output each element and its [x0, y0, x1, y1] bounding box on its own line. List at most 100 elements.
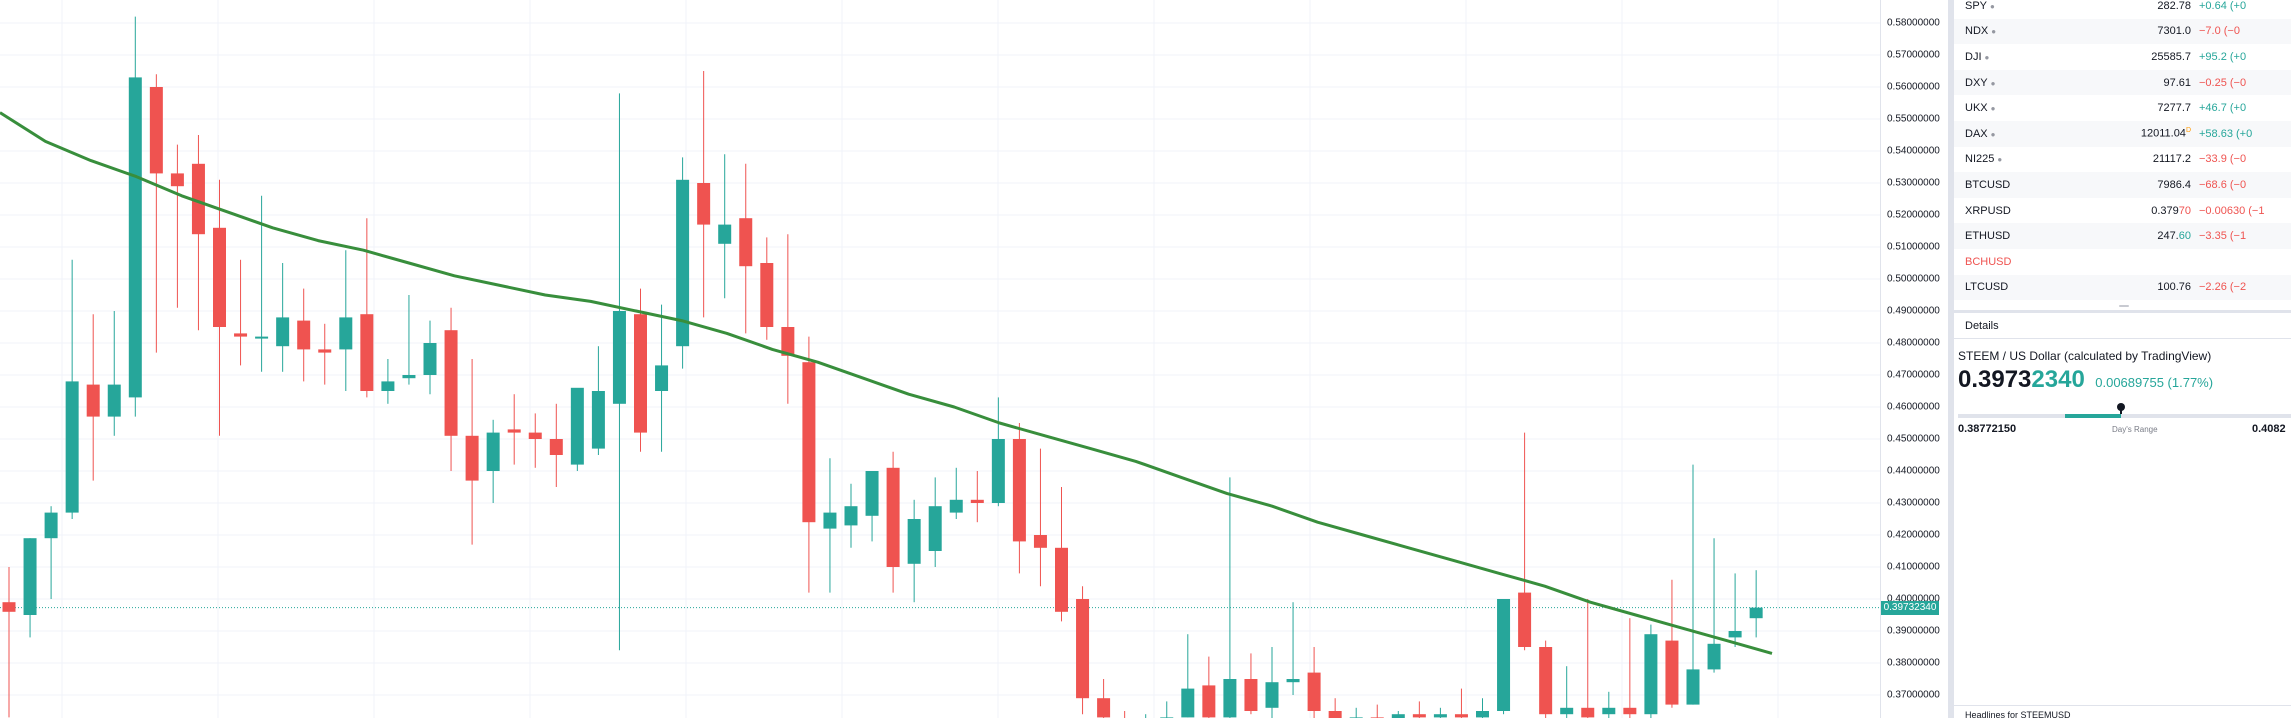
- candle-body: [1391, 714, 1405, 718]
- candle-body: [1581, 707, 1595, 718]
- candle: [1497, 599, 1511, 715]
- candle: [44, 506, 58, 599]
- watchlist-scrollbar[interactable]: [2119, 305, 2129, 307]
- candle: [760, 237, 774, 340]
- watchlist-row[interactable]: NI225 ● 21117.2 −33.9 (−0: [1954, 147, 2291, 173]
- candle-body: [549, 439, 563, 455]
- watchlist-change: −33.9 (−0: [2199, 153, 2247, 166]
- candle: [781, 234, 795, 404]
- watchlist-symbol: NDX ●: [1965, 25, 1996, 37]
- watchlist-symbol-text: NDX: [1965, 25, 1989, 38]
- watchlist-row[interactable]: SPY ● 282.78 +0.64 (+0: [1954, 0, 2291, 19]
- candle-body: [1307, 672, 1321, 711]
- days-range-label: Day's Range: [2112, 425, 2158, 434]
- candle: [676, 157, 690, 369]
- watchlist-symbol-text: UKX: [1965, 102, 1988, 115]
- candle-body: [465, 435, 479, 481]
- panel-divider[interactable]: [1954, 310, 2291, 313]
- price-tick-label: 0.44000000: [1887, 465, 1940, 477]
- candle: [1623, 618, 1637, 718]
- candle: [1202, 656, 1216, 718]
- price-tick-label: 0.49000000: [1887, 305, 1940, 317]
- candle-body: [697, 183, 711, 225]
- watchlist-last: 97.61: [2163, 76, 2191, 89]
- candle-body: [591, 391, 605, 449]
- candle: [634, 288, 647, 452]
- candle: [318, 323, 332, 385]
- candle-body: [1244, 679, 1258, 711]
- candle-body: [276, 317, 290, 347]
- candle: [360, 218, 374, 398]
- watchlist-row[interactable]: ETHUSD 247.60 −3.35 (−1: [1954, 223, 2291, 249]
- candle-body: [760, 263, 774, 327]
- candle: [1286, 602, 1300, 695]
- watchlist-row[interactable]: DAX ● 12011.04D +58.63 (+0: [1954, 121, 2291, 147]
- watchlist-change: +0.64 (+0: [2199, 0, 2247, 12]
- candle: [128, 16, 142, 417]
- candle-body: [128, 77, 142, 398]
- candle: [1181, 634, 1195, 718]
- watchlist-row[interactable]: LTCUSD 100.76 −2.26 (−2: [1954, 274, 2291, 301]
- headlines-header[interactable]: Headlines for STEEMUSD: [1954, 705, 2291, 718]
- watchlist-last: 0.37970: [2151, 204, 2191, 217]
- days-range-high: 0.4082: [2252, 423, 2286, 435]
- watchlist-row[interactable]: DXY ● 97.61 −0.25 (−0: [1954, 69, 2291, 96]
- candle: [486, 419, 500, 503]
- candle-body: [865, 471, 879, 516]
- watchlist-symbol-text: NI225: [1965, 153, 1995, 166]
- candle-body: [1223, 679, 1237, 718]
- chart-pane[interactable]: 0.58000000 0.57000000 0.56000000 0.55000000…: [0, 0, 1949, 718]
- price-scale[interactable]: 0.58000000 0.57000000 0.56000000 0.55000000…: [1880, 0, 1949, 718]
- delayed-dot-icon: ●: [1990, 104, 1996, 114]
- days-range-pin: [2120, 408, 2122, 414]
- candle: [1581, 599, 1595, 718]
- candle: [1602, 691, 1616, 718]
- watchlist-last: 100.76: [2157, 281, 2191, 294]
- watchlist-row[interactable]: BTCUSD 7986.4 −68.6 (−0: [1954, 172, 2291, 198]
- candle-body: [991, 439, 1005, 503]
- watchlist-row[interactable]: UKX ● 7277.7 +46.7 (+0: [1954, 95, 2291, 121]
- pane-divider[interactable]: [1948, 0, 1954, 718]
- candlestick-chart[interactable]: [0, 0, 1880, 718]
- candle-body: [844, 506, 858, 526]
- price-tick-label: 0.37000000: [1887, 689, 1940, 701]
- days-range-fill: [2065, 414, 2121, 418]
- watchlist-symbol: UKX ●: [1965, 102, 1995, 114]
- details-header[interactable]: Details: [1954, 313, 2291, 339]
- watchlist-change: −68.6 (−0: [2199, 178, 2247, 191]
- watchlist-symbol: SPY ●: [1965, 0, 1995, 12]
- candle: [1665, 579, 1679, 708]
- watchlist-last: 7277.7: [2157, 102, 2191, 115]
- watchlist-symbol: XRPUSD: [1965, 205, 2011, 217]
- candle: [2, 567, 16, 718]
- candle-body: [1328, 711, 1342, 718]
- candle-body: [802, 362, 816, 523]
- candle: [1686, 464, 1700, 705]
- price-tick-label: 0.40000000: [1887, 593, 1940, 605]
- candle: [65, 259, 79, 519]
- candle-body: [1202, 685, 1216, 718]
- candle-body: [928, 506, 942, 551]
- candle-body: [1012, 439, 1026, 542]
- watchlist-row[interactable]: DJI ● 25585.7 +95.2 (+0: [1954, 44, 2291, 70]
- candle: [844, 483, 858, 548]
- candle: [991, 397, 1005, 507]
- candle: [865, 471, 879, 542]
- watchlist-row[interactable]: BCHUSD: [1954, 249, 2291, 275]
- candle-body: [423, 343, 437, 375]
- price-tick-label: 0.50000000: [1887, 273, 1940, 285]
- right-panel: SPY ● 282.78 +0.64 (+0 NDX ● 7301.0 −7.0 (−0 DJI…: [1954, 0, 2291, 718]
- watchlist-row[interactable]: XRPUSD 0.37970 −0.00630 (−1: [1954, 198, 2291, 224]
- watchlist-last: 247.60: [2157, 230, 2191, 243]
- watchlist-row[interactable]: NDX ● 7301.0 −7.0 (−0: [1954, 18, 2291, 45]
- candle-body: [823, 512, 837, 529]
- candle-body: [86, 384, 100, 417]
- candle: [86, 314, 100, 481]
- candle-body: [255, 336, 269, 339]
- candle-body: [781, 327, 795, 356]
- days-range-track: [1958, 414, 2291, 418]
- candle-body: [1707, 643, 1721, 670]
- candle-body: [970, 499, 984, 503]
- candle-body: [1560, 707, 1574, 715]
- candle: [1328, 698, 1342, 718]
